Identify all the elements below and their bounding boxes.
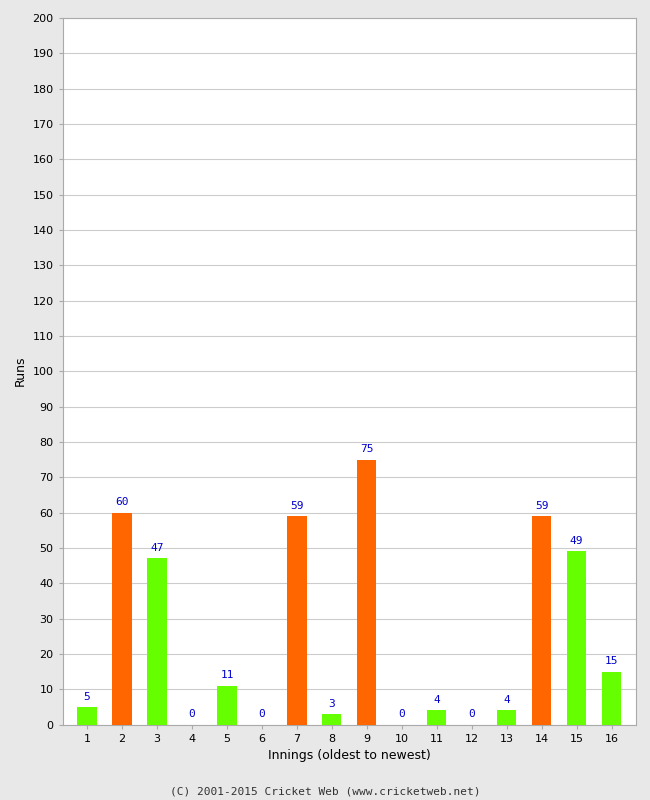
Text: 15: 15 (605, 656, 618, 666)
Text: (C) 2001-2015 Cricket Web (www.cricketweb.net): (C) 2001-2015 Cricket Web (www.cricketwe… (170, 786, 480, 796)
Bar (112, 513, 132, 725)
X-axis label: Innings (oldest to newest): Innings (oldest to newest) (268, 749, 431, 762)
Text: 5: 5 (84, 691, 90, 702)
Bar (358, 459, 376, 725)
Text: 0: 0 (259, 710, 265, 719)
Text: 59: 59 (290, 501, 304, 510)
Y-axis label: Runs: Runs (14, 356, 27, 386)
Bar (148, 558, 166, 725)
Text: 59: 59 (535, 501, 549, 510)
Bar (602, 671, 621, 725)
Text: 4: 4 (434, 695, 440, 705)
Text: 0: 0 (469, 710, 475, 719)
Text: 0: 0 (398, 710, 405, 719)
Text: 11: 11 (220, 670, 234, 680)
Text: 49: 49 (570, 536, 584, 546)
Text: 60: 60 (115, 498, 129, 507)
Text: 0: 0 (188, 710, 196, 719)
Bar (287, 516, 307, 725)
Bar (322, 714, 341, 725)
Bar (77, 707, 97, 725)
Text: 4: 4 (503, 695, 510, 705)
Bar (497, 710, 516, 725)
Bar (532, 516, 551, 725)
Bar (427, 710, 447, 725)
Text: 3: 3 (328, 698, 335, 709)
Bar (567, 551, 586, 725)
Text: 47: 47 (150, 543, 164, 553)
Text: 75: 75 (360, 444, 374, 454)
Bar (217, 686, 237, 725)
